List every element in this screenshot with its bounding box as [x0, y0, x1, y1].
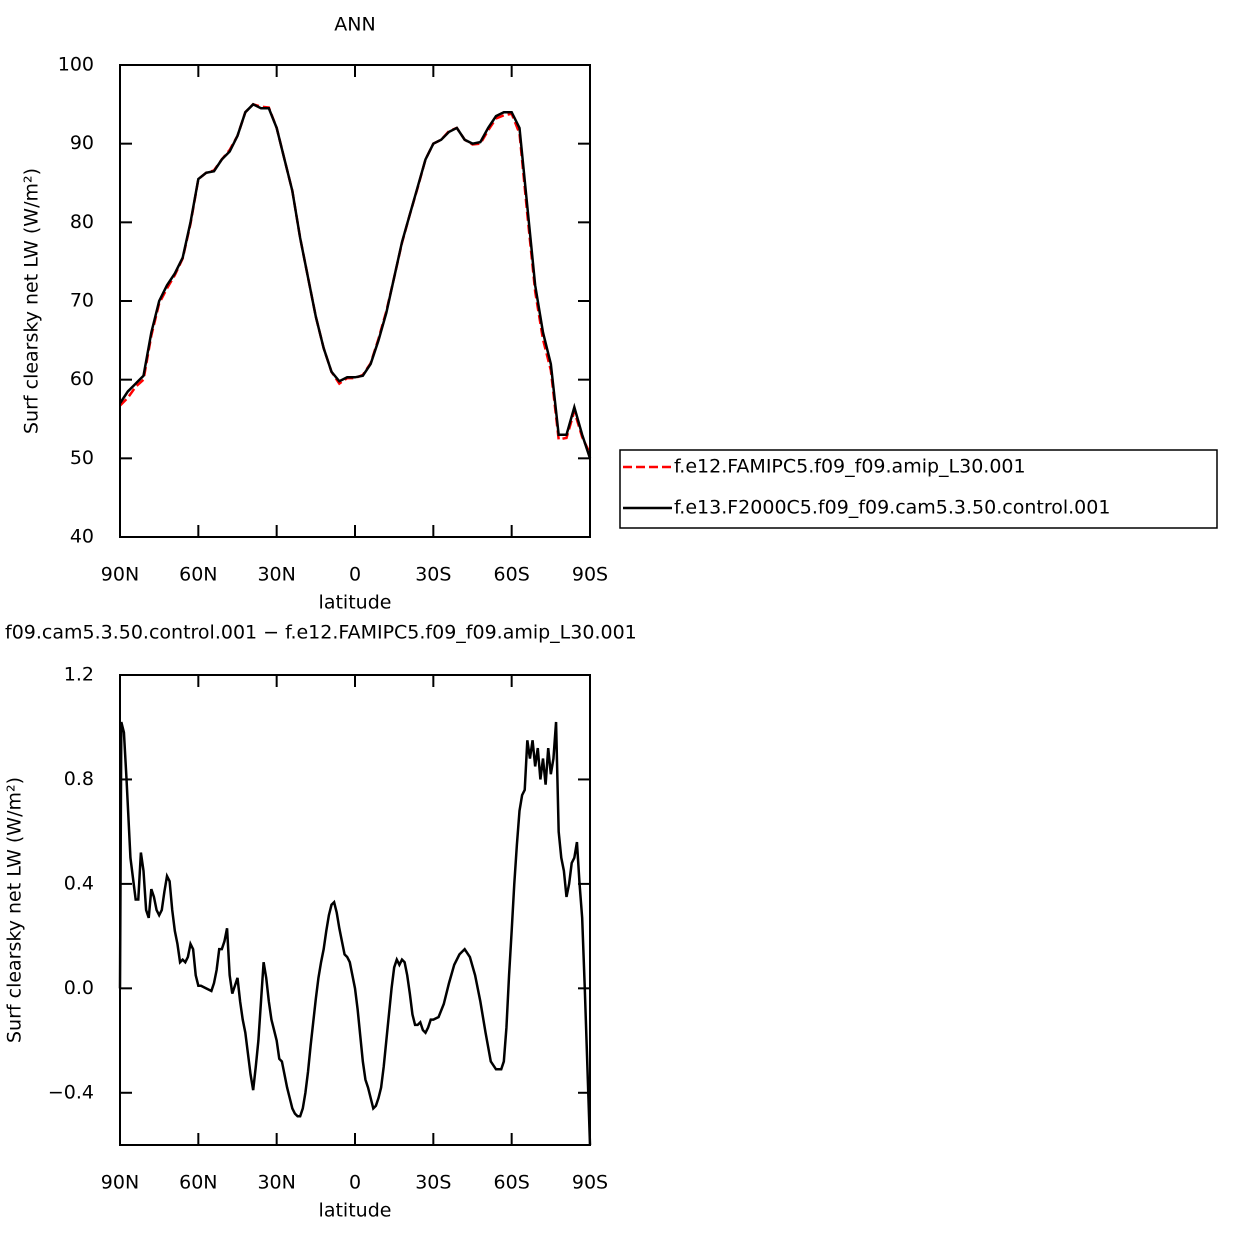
- y-axis-label: Surf clearsky net LW (W/m²): [21, 168, 43, 434]
- y-tick-label: −0.4: [48, 1081, 94, 1103]
- y-tick-label: 100: [58, 54, 94, 76]
- y-tick-label: 0.0: [64, 977, 94, 999]
- x-tick-label: 60N: [179, 564, 217, 586]
- y-tick-label: 80: [70, 211, 94, 233]
- plot-frame: [119, 674, 591, 1146]
- series-line: [119, 102, 592, 455]
- y-tick-label: 1.2: [64, 664, 94, 686]
- x-tick-label: 60N: [179, 1172, 217, 1194]
- chart-title: ANN: [334, 14, 375, 36]
- y-tick-label: 50: [70, 447, 94, 469]
- series-line: [118, 102, 592, 459]
- y-tick-label: 70: [70, 290, 94, 312]
- series-line: [118, 721, 592, 1146]
- x-axis-label: latitude: [319, 592, 392, 614]
- x-tick-label: 60S: [494, 1172, 530, 1194]
- legend-label: f.e13.F2000C5.f09_f09.cam5.3.50.control.…: [674, 497, 1110, 519]
- x-tick-label: 30N: [257, 564, 295, 586]
- chart-title: f09.cam5.3.50.control.001 − f.e12.FAMIPC…: [5, 622, 637, 644]
- x-axis-label: latitude: [319, 1200, 392, 1222]
- x-tick-label: 30S: [415, 1172, 451, 1194]
- x-tick-label: 0: [349, 1172, 361, 1194]
- y-tick-label: 0.4: [64, 872, 94, 894]
- x-tick-label: 90N: [101, 564, 139, 586]
- x-tick-label: 90S: [572, 1172, 608, 1194]
- x-tick-label: 30S: [415, 564, 451, 586]
- y-tick-label: 40: [70, 526, 94, 548]
- legend-box: [619, 449, 1218, 529]
- plot-frame: [119, 64, 591, 538]
- y-tick-label: 60: [70, 368, 94, 390]
- y-tick-label: 0.8: [64, 768, 94, 790]
- legend: f.e12.FAMIPC5.f09_f09.amip_L30.001 f.e13.…: [619, 449, 1218, 529]
- x-tick-label: 60S: [494, 564, 530, 586]
- y-tick-label: 90: [70, 132, 94, 154]
- x-tick-label: 0: [349, 564, 361, 586]
- x-tick-label: 90S: [572, 564, 608, 586]
- x-tick-label: 30N: [257, 1172, 295, 1194]
- y-axis-label: Surf clearsky net LW (W/m²): [4, 777, 26, 1043]
- x-tick-label: 90N: [101, 1172, 139, 1194]
- legend-label: f.e12.FAMIPC5.f09_f09.amip_L30.001: [674, 456, 1026, 478]
